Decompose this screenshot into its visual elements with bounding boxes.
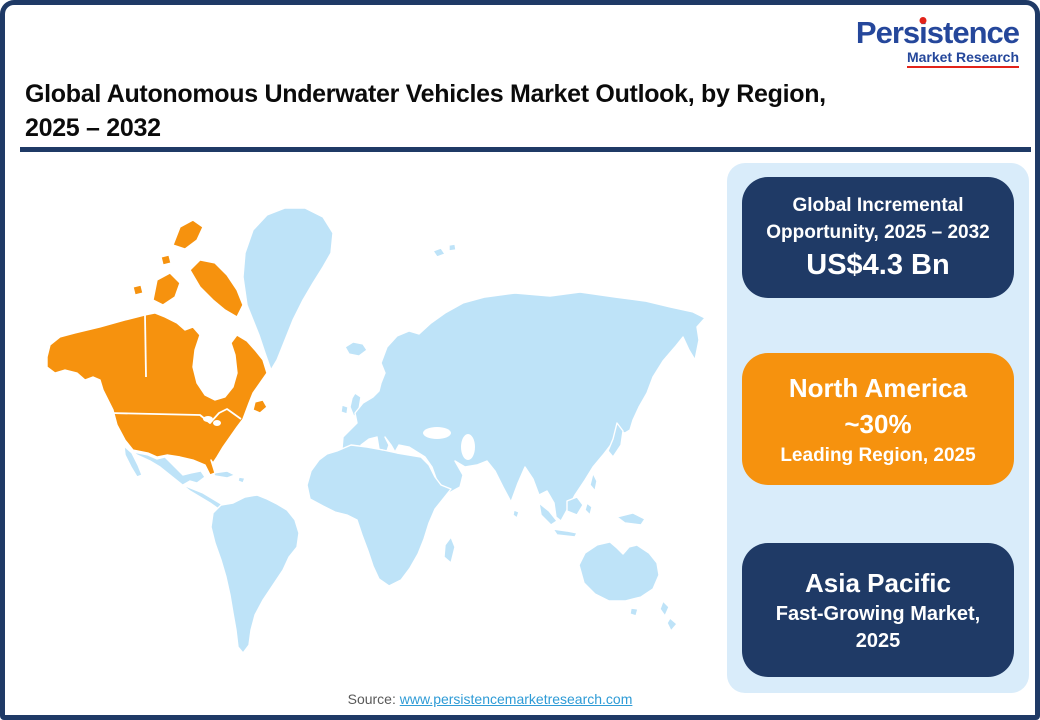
border-us-canada [108,408,242,424]
source-line: Source: www.persistencemarketresearch.co… [5,691,975,707]
great-lakes [203,416,213,422]
region-indonesia [538,496,646,538]
card2-value: ~30% [844,408,912,439]
world-map-svg [46,207,706,654]
source-link[interactable]: www.persistencemarketresearch.com [399,691,633,707]
source-label: Source: [347,691,396,707]
logo-brand: Persistence [855,15,1020,50]
region-sri-lanka [512,509,520,519]
region-south-america [210,494,300,654]
region-tasmania [629,607,639,617]
stats-panel: Global Incremental Opportunity, 2025 – 2… [727,163,1029,693]
region-new-zealand [659,600,678,632]
world-map [5,5,1035,715]
logo-subtitle: Market Research [906,50,1019,68]
logo: Persistence Market Research [855,15,1020,68]
region-baja [123,445,143,478]
card3-title: Asia Pacific [805,568,951,598]
region-north-america [46,312,268,476]
card2-title: North America [788,372,968,403]
logo-brand-post: stence [926,15,1020,50]
border-alaska-canada [144,314,147,378]
region-newfoundland [252,399,268,414]
card3-subtitle-line2: 2025 [855,630,901,652]
logo-brand-pre: Pers [855,15,920,50]
great-lakes [213,420,221,426]
card1-value: US$4.3 Bn [806,248,950,281]
card-global-incremental-opportunity: Global Incremental Opportunity, 2025 – 2… [742,177,1014,298]
region-philippines [589,472,598,492]
card-north-america: North America ~30% Leading Region, 2025 [742,353,1014,485]
region-iceland [344,341,368,357]
black-sea [423,427,451,439]
region-canadian-arctic [132,219,244,318]
region-svalbard [432,243,457,258]
card2-subtitle: Leading Region, 2025 [780,444,976,466]
card1-line2: Opportunity, 2025 – 2032 [766,221,990,243]
region-madagascar [443,536,456,564]
card1-line1: Global Incremental [792,194,964,216]
card3-subtitle-line1: Fast-Growing Market, [775,603,981,625]
caspian-sea [461,434,475,460]
page-title-line1: Global Autonomous Underwater Vehicles Ma… [25,80,826,108]
region-japan [607,422,624,458]
region-greenland [242,207,334,371]
title-divider [20,147,1031,152]
card-asia-pacific: Asia Pacific Fast-Growing Market, 2025 [742,543,1014,677]
region-africa [306,444,452,587]
region-caribbean [212,470,246,484]
region-australia [578,541,660,602]
page-title-line2: 2025 – 2032 [25,114,161,142]
region-eurasia [341,291,706,522]
region-ireland [340,404,349,415]
page-title: Global Autonomous Underwater Vehicles Ma… [25,77,1005,145]
logo-brand-i: i [919,15,928,50]
region-uk [349,392,362,418]
